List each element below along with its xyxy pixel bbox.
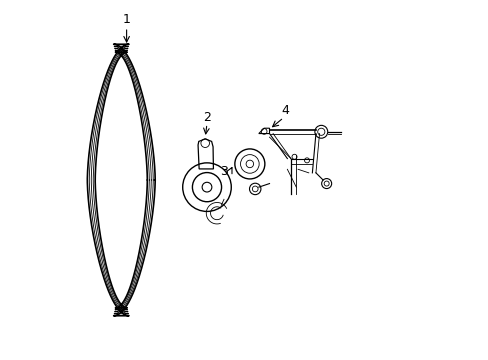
Text: 2: 2 [203, 111, 210, 123]
Text: 4: 4 [281, 104, 289, 117]
Text: 3: 3 [220, 165, 228, 177]
Text: 1: 1 [122, 13, 130, 26]
